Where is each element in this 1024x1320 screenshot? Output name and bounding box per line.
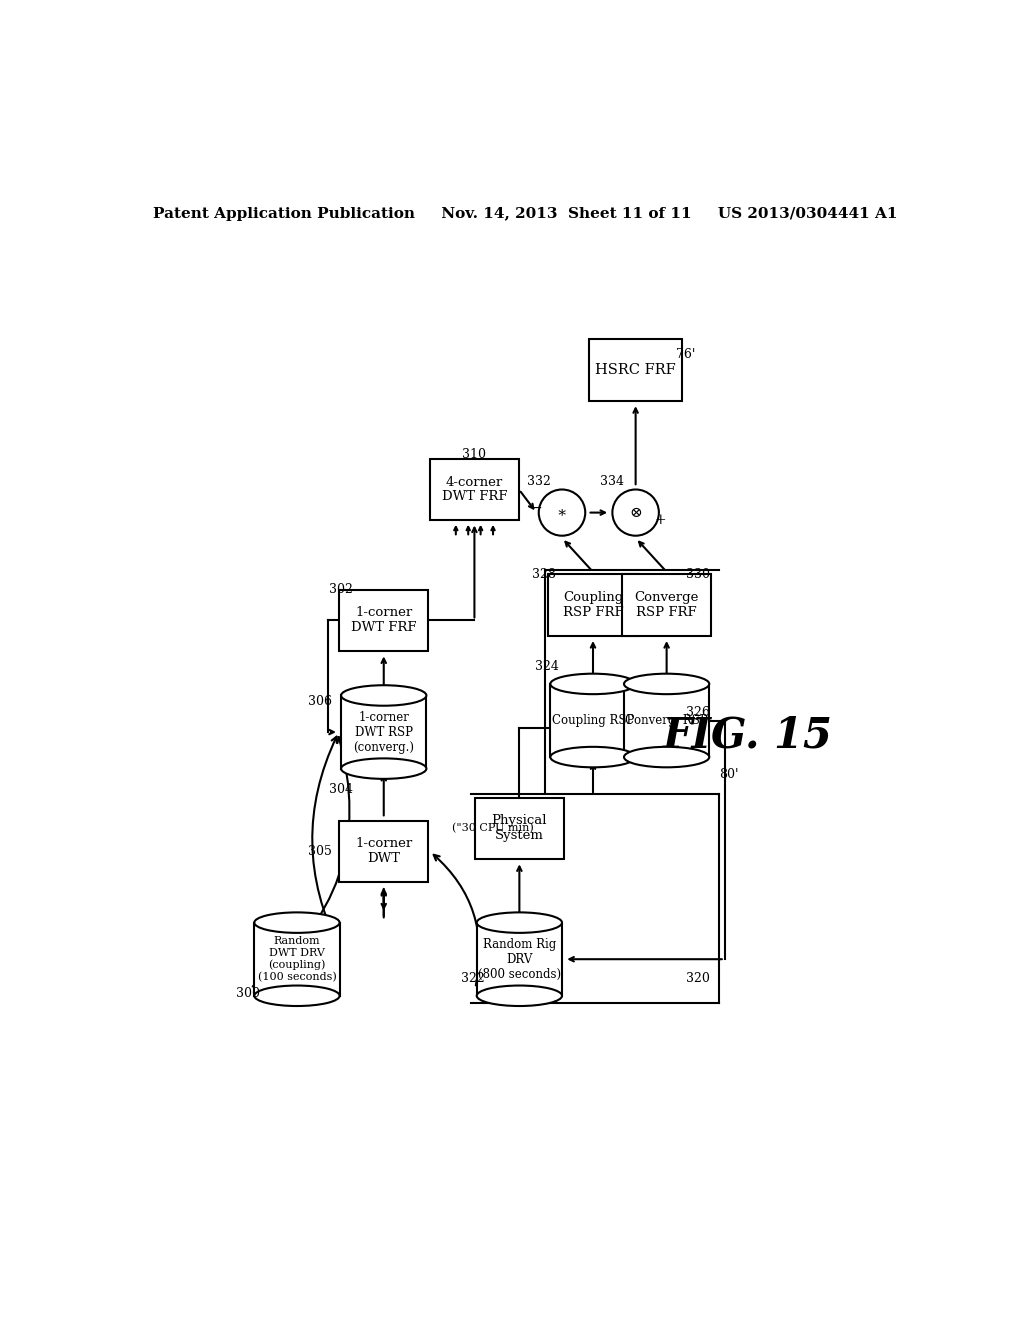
Text: Coupling RSP: Coupling RSP — [552, 714, 634, 727]
Text: ∗: ∗ — [557, 506, 567, 520]
Text: 330: 330 — [686, 568, 710, 581]
Text: Coupling
RSP FRF: Coupling RSP FRF — [562, 591, 624, 619]
Ellipse shape — [477, 912, 562, 933]
Bar — [549, 574, 638, 636]
Bar — [341, 696, 426, 768]
Text: 305: 305 — [308, 845, 332, 858]
Text: Converge
RSP FRF: Converge RSP FRF — [635, 591, 698, 619]
Ellipse shape — [341, 685, 426, 706]
Text: 324: 324 — [535, 660, 558, 673]
Text: 326: 326 — [686, 706, 711, 719]
Text: Patent Application Publication     Nov. 14, 2013  Sheet 11 of 11     US 2013/030: Patent Application Publication Nov. 14, … — [153, 207, 897, 220]
Text: Random Rig
DRV
(800 seconds): Random Rig DRV (800 seconds) — [478, 937, 561, 981]
FancyArrowPatch shape — [312, 737, 340, 949]
Bar — [550, 684, 636, 758]
Bar — [622, 574, 712, 636]
Text: ("30 CPU min): ("30 CPU min) — [452, 824, 534, 833]
Text: 1-corner
DWT FRF: 1-corner DWT FRF — [351, 606, 417, 635]
Text: 300: 300 — [237, 987, 260, 1001]
Text: 320: 320 — [686, 972, 710, 985]
Circle shape — [539, 490, 586, 536]
Bar — [254, 923, 340, 995]
Circle shape — [612, 490, 658, 536]
Bar — [624, 684, 710, 758]
Text: 1-corner
DWT RSP
(converg.): 1-corner DWT RSP (converg.) — [353, 710, 415, 754]
Text: 76': 76' — [676, 348, 695, 362]
Text: ⊗: ⊗ — [630, 506, 642, 520]
Text: 80': 80' — [719, 768, 738, 781]
Text: 322: 322 — [461, 972, 484, 985]
Ellipse shape — [550, 673, 636, 694]
Text: 1-corner
DWT: 1-corner DWT — [355, 837, 413, 866]
Text: Converg. RSP: Converg. RSP — [626, 714, 708, 727]
Text: FIG. 15: FIG. 15 — [663, 715, 833, 756]
Text: 4-corner
DWT FRF: 4-corner DWT FRF — [441, 475, 507, 503]
Text: 334: 334 — [600, 475, 625, 488]
Text: 310: 310 — [463, 449, 486, 462]
Bar — [339, 821, 428, 882]
Bar — [430, 459, 519, 520]
Ellipse shape — [477, 986, 562, 1006]
Bar — [475, 797, 564, 859]
Text: HSRC FRF: HSRC FRF — [595, 363, 676, 378]
FancyArrowPatch shape — [434, 855, 479, 985]
Text: 306: 306 — [308, 694, 332, 708]
Bar — [477, 923, 562, 995]
Ellipse shape — [254, 986, 340, 1006]
Ellipse shape — [550, 747, 636, 767]
Ellipse shape — [341, 759, 426, 779]
Text: Physical
System: Physical System — [492, 814, 547, 842]
Text: 304: 304 — [329, 783, 353, 796]
Text: −: − — [530, 502, 543, 515]
Bar — [589, 339, 682, 401]
Text: 328: 328 — [532, 568, 556, 581]
Ellipse shape — [254, 912, 340, 933]
Ellipse shape — [624, 747, 710, 767]
Text: 332: 332 — [526, 475, 551, 488]
FancyArrowPatch shape — [253, 737, 349, 986]
Bar — [339, 590, 428, 651]
Text: 302: 302 — [329, 583, 353, 597]
Ellipse shape — [624, 673, 710, 694]
Text: +: + — [654, 513, 667, 527]
Text: Random
DWT DRV
(coupling)
(100 seconds): Random DWT DRV (coupling) (100 seconds) — [258, 936, 336, 982]
